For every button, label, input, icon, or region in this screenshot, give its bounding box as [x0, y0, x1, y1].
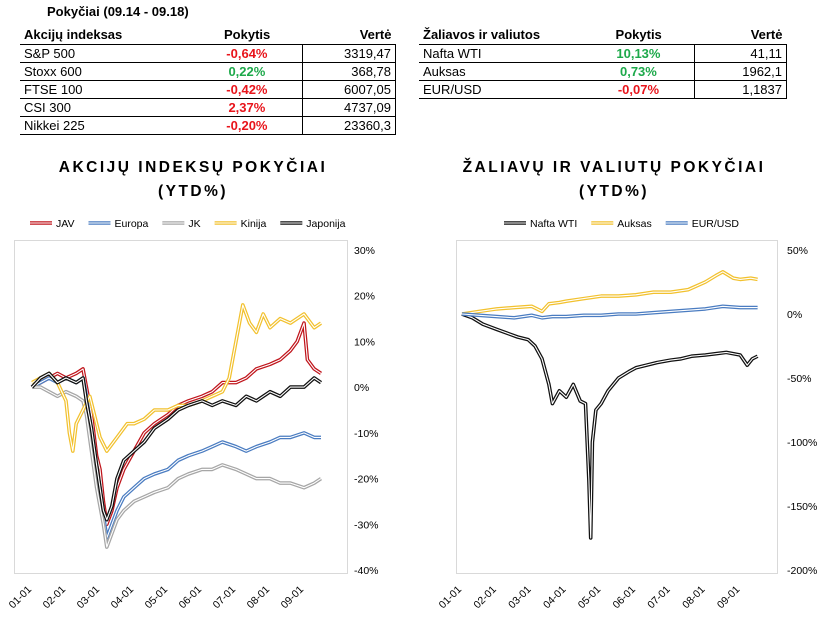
legend-label: EUR/USD	[692, 218, 740, 230]
legend-label: Nafta WTI	[530, 218, 577, 230]
indices-name-cell: S&P 500	[20, 44, 192, 63]
commodities-row: EUR/USD -0,07% 1,1837	[419, 80, 787, 99]
indices-row: CSI 300 2,37% 4737,09	[20, 98, 396, 117]
indices-value-cell: 6007,05	[302, 80, 396, 99]
indices-col-name: Akcijų indeksas	[20, 24, 192, 45]
commodities-col-name: Žaliavos ir valiutos	[419, 24, 583, 45]
indices-table-header: Akcijų indeksas Pokytis Vertė	[20, 24, 396, 45]
indices-change-cell: -0,20%	[191, 116, 303, 135]
indices-row: Stoxx 600 0,22% 368,78	[20, 62, 396, 81]
y-tick-label: -10%	[354, 428, 379, 440]
x-tick-label: 09-01	[279, 584, 307, 612]
y-tick-label: -40%	[354, 565, 379, 577]
legend-item: JAV	[30, 218, 74, 230]
commodities-name-cell: Nafta WTI	[419, 44, 583, 63]
x-tick-label: 03-01	[506, 584, 534, 612]
legend-label: JK	[188, 218, 200, 230]
indices-chart-title-line1: AKCIJŲ INDEKSŲ POKYČIAI	[58, 159, 328, 176]
indices-change-cell: -0,64%	[191, 44, 303, 63]
y-tick-label: -150%	[787, 501, 817, 513]
commodities-row: Nafta WTI 10,13% 41,11	[419, 44, 787, 63]
y-tick-label: -50%	[787, 373, 812, 385]
x-tick-label: 05-01	[143, 584, 171, 612]
x-tick-label: 01-01	[7, 584, 35, 612]
x-tick-label: 02-01	[471, 584, 499, 612]
legend-item: Auksas	[591, 218, 652, 230]
indices-change-cell: 2,37%	[191, 98, 303, 117]
legend-item: Europa	[88, 218, 149, 230]
commodities-chart-panel	[456, 240, 778, 574]
commodities-name-cell: EUR/USD	[419, 80, 583, 99]
x-tick-label: 06-01	[611, 584, 639, 612]
y-tick-label: -20%	[354, 474, 379, 486]
legend-item: Nafta WTI	[504, 218, 577, 230]
commodities-table: Žaliavos ir valiutos Pokytis Vertė Nafta…	[419, 24, 787, 99]
y-tick-label: 20%	[354, 291, 375, 303]
x-tick-label: 05-01	[576, 584, 604, 612]
y-tick-label: 0%	[354, 382, 369, 394]
indices-name-cell: Stoxx 600	[20, 62, 192, 81]
indices-row: S&P 500 -0,64% 3319,47	[20, 44, 396, 63]
x-tick-label: 09-01	[715, 584, 743, 612]
indices-chart-title: AKCIJŲ INDEKSŲ POKYČIAI (YTD%)	[0, 156, 386, 204]
commodities-chart-title: ŽALIAVŲ IR VALIUTŲ POKYČIAI (YTD%)	[410, 156, 818, 204]
legend-item: EUR/USD	[665, 218, 740, 230]
x-tick-label: 02-01	[41, 584, 69, 612]
indices-change-cell: 0,22%	[191, 62, 303, 81]
x-tick-label: 06-01	[177, 584, 205, 612]
indices-value-cell: 3319,47	[302, 44, 396, 63]
commodities-change-cell: -0,07%	[582, 80, 695, 99]
indices-change-cell: -0,42%	[191, 80, 303, 99]
commodities-row: Auksas 0,73% 1962,1	[419, 62, 787, 81]
y-tick-label: 30%	[354, 245, 375, 257]
commodities-value-cell: 41,11	[694, 44, 787, 63]
indices-value-cell: 4737,09	[302, 98, 396, 117]
indices-row: Nikkei 225 -0,20% 23360,3	[20, 116, 396, 135]
x-tick-label: 08-01	[680, 584, 708, 612]
legend-item: Kinija	[214, 218, 267, 230]
y-tick-label: 0%	[787, 309, 802, 321]
y-tick-label: 50%	[787, 245, 808, 257]
commodities-col-change: Pokytis	[582, 24, 695, 45]
indices-chart-panel	[14, 240, 348, 574]
indices-row: FTSE 100 -0,42% 6007,05	[20, 80, 396, 99]
x-tick-label: 07-01	[645, 584, 673, 612]
indices-name-cell: Nikkei 225	[20, 116, 192, 135]
commodities-change-cell: 0,73%	[582, 62, 695, 81]
legend-item: JK	[162, 218, 201, 230]
commodities-value-cell: 1,1837	[694, 80, 787, 99]
x-tick-label: 04-01	[541, 584, 569, 612]
legend-label: Kinija	[241, 218, 267, 230]
commodities-col-value: Vertė	[694, 24, 787, 45]
commodities-change-cell: 10,13%	[582, 44, 695, 63]
legend-label: JAV	[56, 218, 74, 230]
commodities-table-header: Žaliavos ir valiutos Pokytis Vertė	[419, 24, 787, 45]
legend-label: Europa	[114, 218, 148, 230]
x-tick-label: 01-01	[437, 584, 465, 612]
x-tick-label: 08-01	[245, 584, 273, 612]
commodities-name-cell: Auksas	[419, 62, 583, 81]
indices-col-value: Vertė	[302, 24, 396, 45]
legend-label: Japonija	[306, 218, 345, 230]
indices-value-cell: 23360,3	[302, 116, 396, 135]
indices-table: Akcijų indeksas Pokytis Vertė S&P 500 -0,…	[20, 24, 396, 135]
legend-item: Japonija	[280, 218, 346, 230]
indices-col-change: Pokytis	[191, 24, 303, 45]
y-tick-label: -100%	[787, 437, 817, 449]
y-tick-label: -200%	[787, 565, 817, 577]
x-tick-label: 04-01	[109, 584, 137, 612]
legend-label: Auksas	[617, 218, 651, 230]
commodities-chart-title-line2: (YTD%)	[578, 183, 650, 200]
indices-name-cell: FTSE 100	[20, 80, 192, 99]
indices-value-cell: 368,78	[302, 62, 396, 81]
commodities-chart-title-line1: ŽALIAVŲ IR VALIUTŲ POKYČIAI	[462, 159, 766, 176]
y-tick-label: 10%	[354, 336, 375, 348]
y-tick-label: -30%	[354, 519, 379, 531]
x-tick-label: 07-01	[211, 584, 239, 612]
x-tick-label: 03-01	[75, 584, 103, 612]
commodities-value-cell: 1962,1	[694, 62, 787, 81]
indices-chart-title-line2: (YTD%)	[157, 183, 229, 200]
indices-name-cell: CSI 300	[20, 98, 192, 117]
page-heading: Pokyčiai (09.14 - 09.18)	[47, 4, 189, 19]
